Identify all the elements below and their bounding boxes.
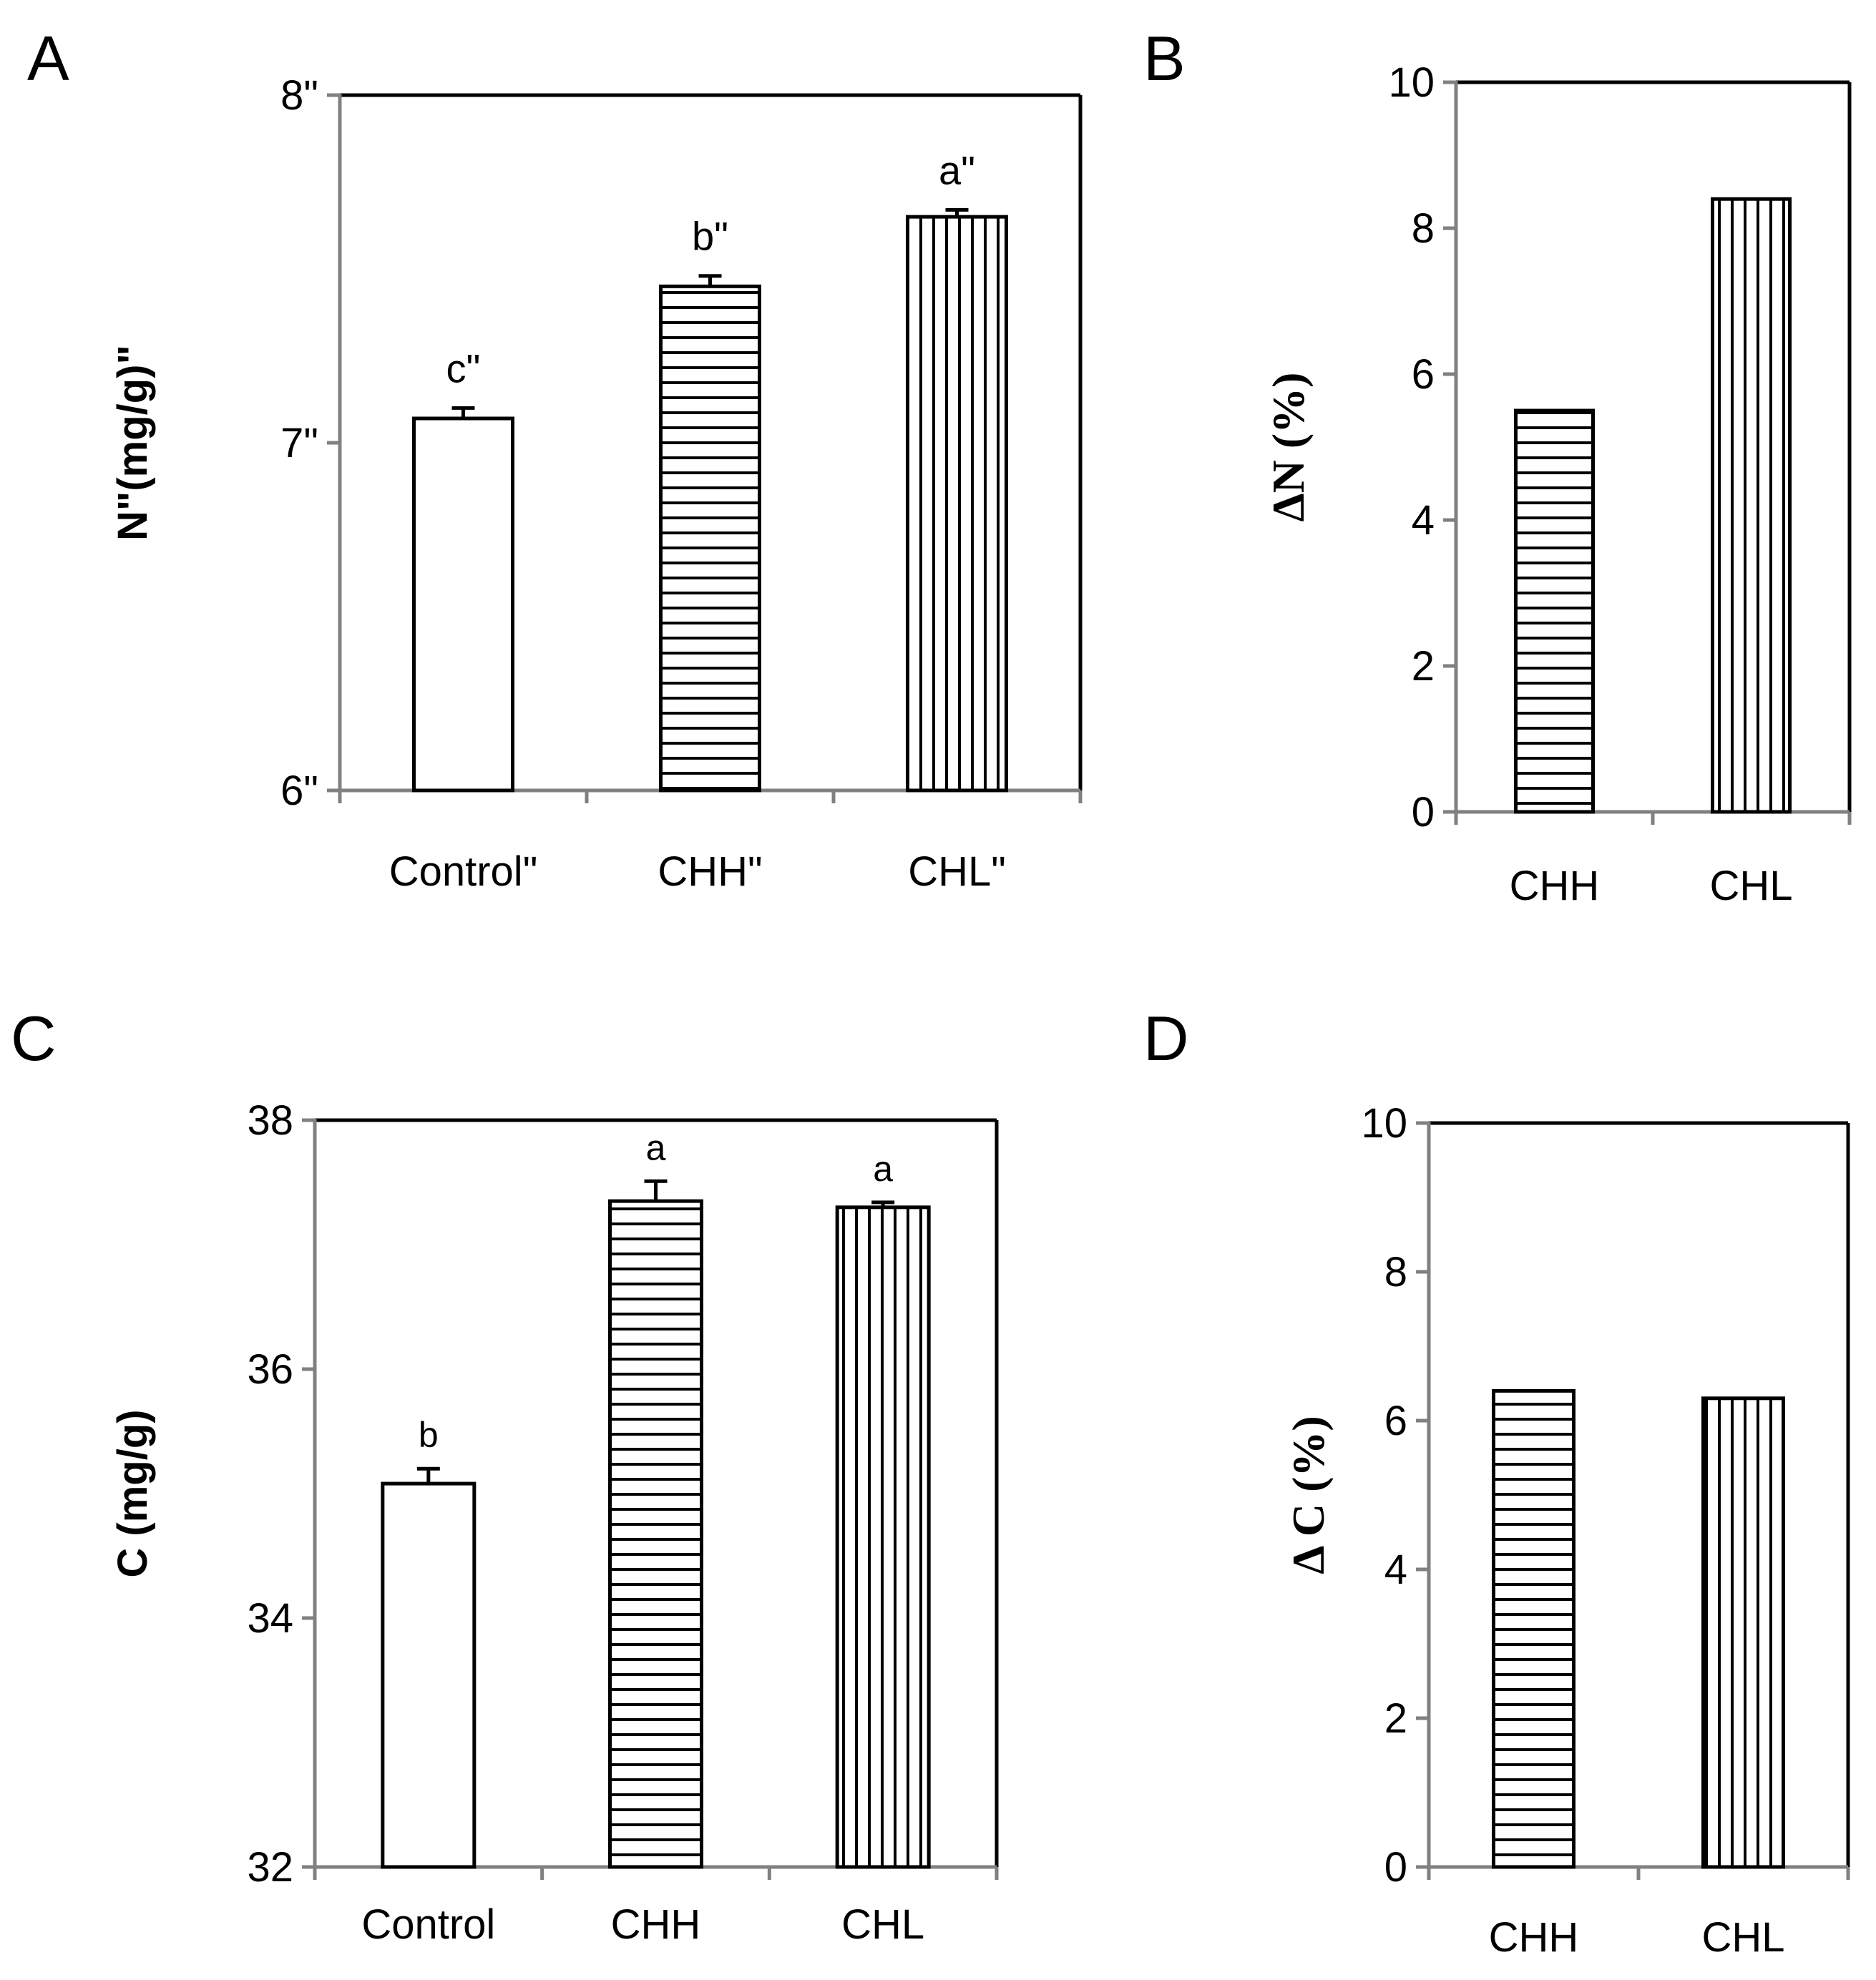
bar-chh — [608, 1199, 703, 1869]
x-category-label: CHH" — [658, 848, 762, 895]
y-tick-label: 4 — [1412, 497, 1435, 544]
x-category-label: CHH — [611, 1901, 701, 1948]
y-tick-label: 0 — [1412, 789, 1435, 835]
bar-control — [381, 1481, 477, 1869]
bar-chh — [1492, 1388, 1575, 1869]
y-tick-label: 10 — [1361, 1100, 1407, 1147]
y-tick-label: 6 — [1412, 351, 1435, 398]
bar-chl — [835, 1205, 931, 1869]
x-category-label: Control — [361, 1901, 495, 1948]
panel-d: D 0 2 4 6 8 10 CHH CHL Δ C (%) — [1143, 1003, 1850, 1961]
panel-c: C 32 34 36 38 b Control a CHH a CHL C (mg/g) — [11, 1003, 999, 1948]
bar-control — [412, 416, 514, 793]
panel-b: B 0 2 4 6 8 10 CHH CHL ΔN (%) — [1143, 23, 1852, 909]
y-tick-label: 6 — [1384, 1398, 1407, 1444]
x-category-label: CHL" — [908, 848, 1006, 895]
y-tick-label: 2 — [1384, 1695, 1407, 1742]
panel-letter-c: C — [11, 1003, 57, 1074]
x-category-label: CHH — [1489, 1914, 1579, 1961]
significance-label: c" — [446, 345, 481, 391]
significance-label: a — [873, 1149, 893, 1189]
bar-chh — [1514, 408, 1595, 814]
x-category-label: Control" — [389, 848, 538, 895]
y-axis-label: Δ C (%) — [1283, 1416, 1334, 1574]
y-tick-label: 0 — [1384, 1844, 1407, 1891]
significance-label: b" — [692, 214, 728, 259]
y-tick-label: 4 — [1384, 1547, 1407, 1593]
y-tick-label: 34 — [247, 1595, 293, 1642]
y-tick-label: 2 — [1412, 643, 1435, 690]
y-tick-label: 10 — [1388, 59, 1435, 106]
y-axis-label: N"(mg/g)" — [109, 345, 156, 541]
y-tick-label: 32 — [247, 1844, 293, 1891]
y-tick-label: 8 — [1412, 205, 1435, 252]
panel-letter-d: D — [1143, 1003, 1189, 1074]
bar-chl — [906, 215, 1008, 793]
x-category-label: CHH — [1510, 863, 1600, 909]
significance-label: a" — [939, 147, 975, 192]
panel-a: A 6" 7" 8" c" Control" b" CHH" a" CHL" N"(mg/g)" — [27, 23, 1083, 895]
panel-letter-b: B — [1143, 23, 1186, 94]
x-category-label: CHL — [841, 1901, 924, 1948]
y-axis-label: C (mg/g) — [109, 1409, 156, 1577]
y-tick-label: 36 — [247, 1346, 293, 1393]
y-tick-label: 8 — [1384, 1249, 1407, 1295]
y-tick-label: 6" — [280, 768, 318, 814]
chart-panels: A 6" 7" 8" c" Control" b" CHH" a" CHL" N"(mg/g)" B 0… — [11, 23, 1852, 1961]
bar-chl — [1701, 1396, 1785, 1869]
bar-chl — [1711, 197, 1792, 814]
y-tick-label: 38 — [247, 1097, 293, 1144]
y-tick-label: 7" — [280, 420, 318, 466]
significance-label: a — [646, 1127, 666, 1167]
bar-chh — [659, 284, 761, 793]
significance-label: b — [419, 1415, 439, 1455]
panel-letter-a: A — [27, 23, 69, 94]
x-category-label: CHL — [1701, 1914, 1784, 1961]
x-category-label: CHL — [1709, 863, 1792, 909]
y-tick-label: 8" — [280, 72, 318, 119]
y-axis-label: ΔN (%) — [1263, 373, 1314, 522]
